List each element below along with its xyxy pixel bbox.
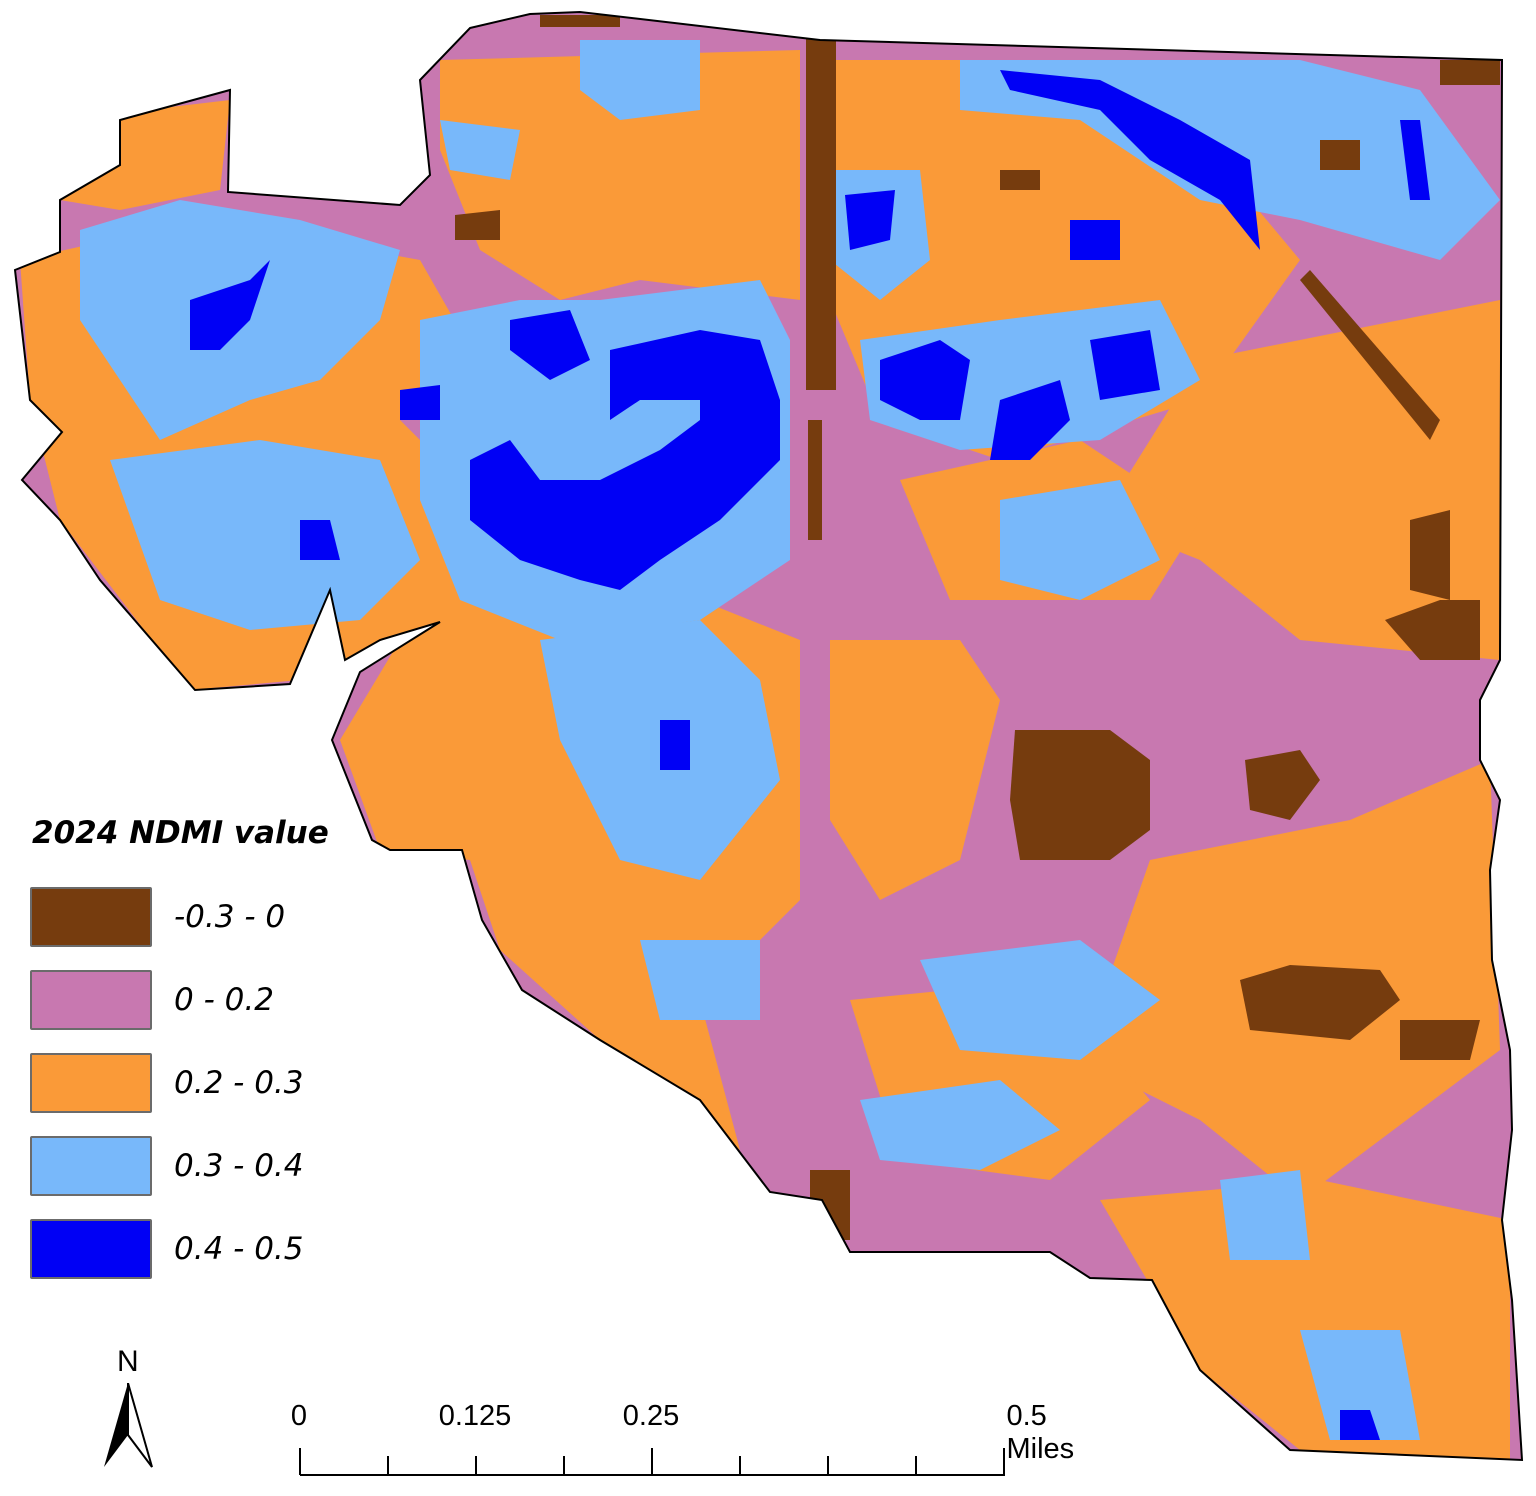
legend-label: 0.4 - 0.5 (174, 1230, 304, 1267)
north-arrow: N (100, 1345, 160, 1475)
class-0.4-0.5-areas (190, 70, 1430, 1440)
legend-item: 0.4 - 0.5 (30, 1207, 329, 1290)
scale-label: 0.25 (622, 1400, 680, 1432)
legend-label: 0.3 - 0.4 (174, 1147, 304, 1184)
legend-swatch (30, 1052, 152, 1113)
legend-label: -0.3 - 0 (174, 898, 286, 935)
legend-item: -0.3 - 0 (30, 875, 329, 958)
legend-swatch (30, 886, 152, 947)
legend-item: 0 - 0.2 (30, 958, 329, 1041)
legend-swatch (30, 1218, 152, 1279)
legend-title: 2024 NDMI value (32, 815, 329, 851)
north-arrow-icon (104, 1383, 153, 1468)
legend-label: 0.2 - 0.3 (174, 1064, 304, 1101)
class-neg0.3-0-areas (455, 15, 1500, 1240)
legend-label: 0 - 0.2 (174, 981, 274, 1018)
legend-item: 0.3 - 0.4 (30, 1124, 329, 1207)
legend: 2024 NDMI value -0.3 - 0 0 - 0.2 0.2 - 0… (30, 815, 329, 1290)
legend-item: 0.2 - 0.3 (30, 1041, 329, 1124)
scale-bar-graphic (299, 1448, 1005, 1476)
legend-swatch (30, 1135, 152, 1196)
legend-swatch (30, 969, 152, 1030)
scale-label: 0.5 Miles (1006, 1400, 1075, 1465)
scale-label: 0.125 (438, 1400, 512, 1432)
scale-label: 0 (290, 1400, 308, 1432)
north-label: N (117, 1345, 139, 1378)
scale-bar: 0 0.125 0.25 0.5 Miles (280, 1400, 1140, 1490)
